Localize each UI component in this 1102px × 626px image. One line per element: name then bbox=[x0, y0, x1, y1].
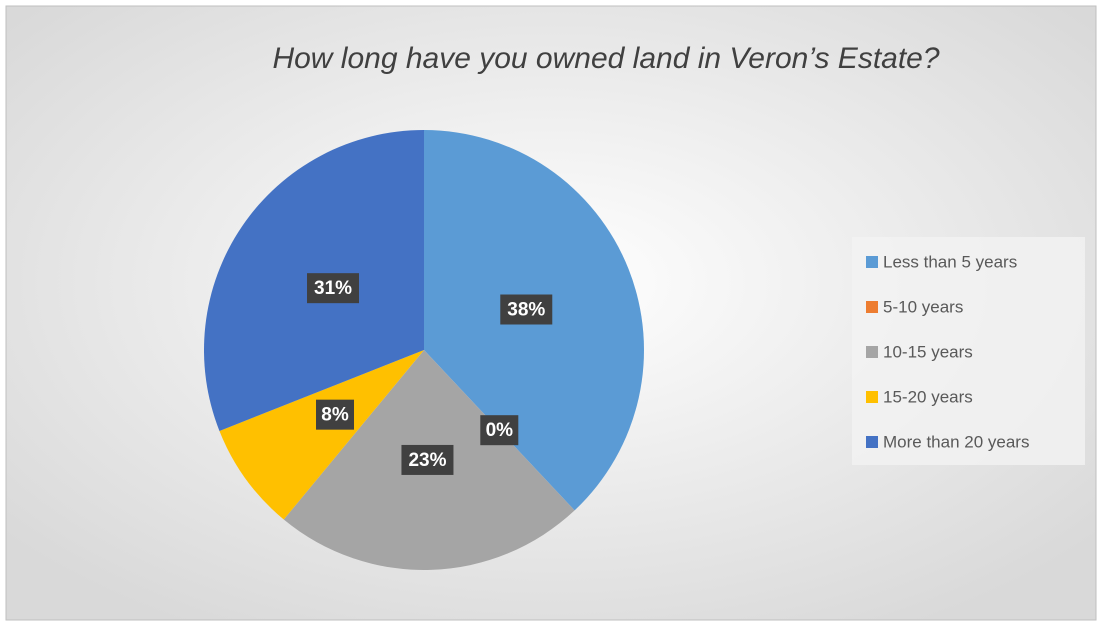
legend-marker bbox=[866, 436, 878, 448]
data-label-box bbox=[401, 444, 454, 475]
legend-marker bbox=[866, 391, 878, 403]
data-label: 38% bbox=[507, 300, 545, 321]
legend-marker bbox=[866, 346, 878, 358]
legend-marker bbox=[866, 256, 878, 268]
data-label-box bbox=[480, 415, 519, 446]
chart-title: How long have you owned land in Veron’s … bbox=[272, 42, 939, 75]
legend-label: 10-15 years bbox=[883, 342, 973, 361]
data-label: 31% bbox=[314, 278, 352, 299]
legend-box bbox=[852, 237, 1085, 465]
legend-label: 5-10 years bbox=[883, 297, 963, 316]
legend-label: More than 20 years bbox=[883, 432, 1029, 451]
data-label: 8% bbox=[321, 405, 349, 426]
data-label-box bbox=[316, 399, 355, 430]
legend-label: 15-20 years bbox=[883, 387, 973, 406]
data-label: 23% bbox=[408, 450, 446, 471]
legend-marker bbox=[866, 301, 878, 313]
data-label-box bbox=[307, 273, 360, 304]
legend-label: Less than 5 years bbox=[883, 252, 1017, 271]
data-label-box bbox=[500, 294, 553, 325]
pie-slice bbox=[219, 350, 424, 520]
data-label: 0% bbox=[486, 420, 514, 441]
